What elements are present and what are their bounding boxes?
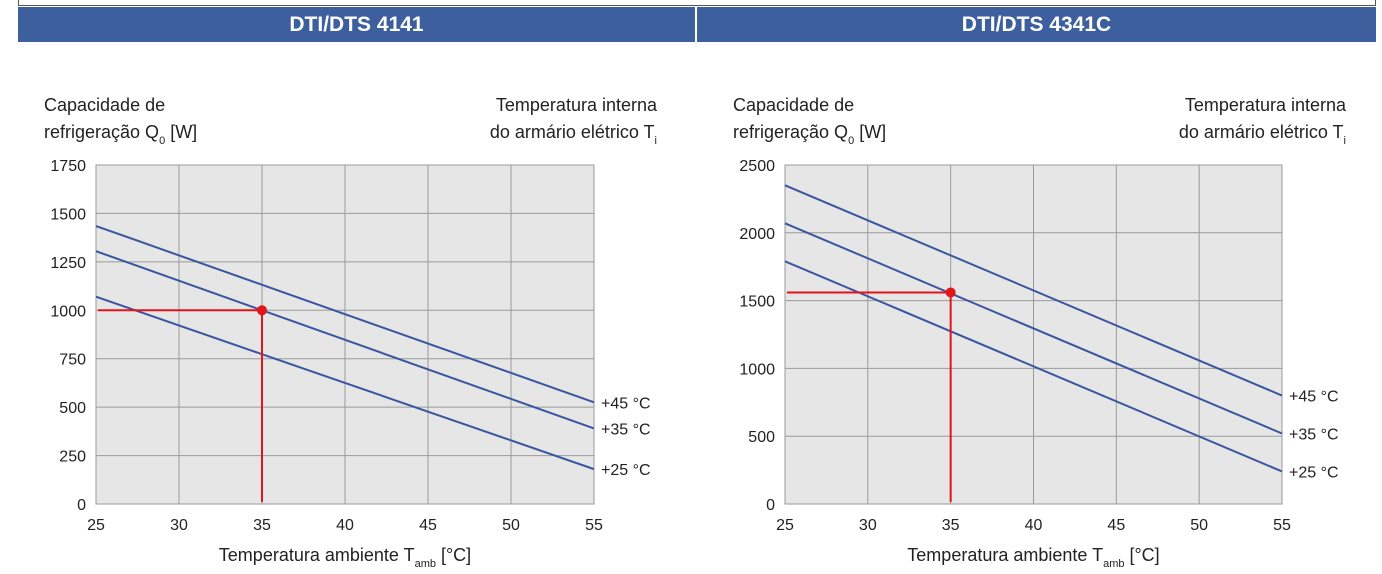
y-axis-label-line1: Capacidade de bbox=[733, 95, 854, 115]
series-line bbox=[784, 184, 1283, 397]
y-tick-label: 1000 bbox=[739, 361, 775, 378]
y-tick-label: 1000 bbox=[50, 303, 86, 320]
legend-title-line2: do armário elétrico Ti bbox=[1179, 122, 1346, 147]
x-tick-label: 35 bbox=[942, 517, 960, 534]
x-tick-label: 30 bbox=[859, 517, 877, 534]
series-line bbox=[95, 225, 595, 404]
series-line bbox=[784, 222, 1283, 435]
y-tick-label: 1500 bbox=[50, 206, 86, 223]
x-tick-label: 35 bbox=[253, 517, 271, 534]
top-frame bbox=[18, 0, 1376, 6]
series-label: +25 °C bbox=[601, 462, 651, 479]
y-tick-label: 0 bbox=[766, 497, 775, 514]
y-tick-label: 1250 bbox=[50, 255, 86, 272]
series-line bbox=[784, 260, 1283, 473]
x-axis-label: Temperatura ambiente Tamb [°C] bbox=[219, 545, 471, 570]
y-tick-label: 1750 bbox=[50, 158, 86, 175]
y-tick-label: 500 bbox=[748, 429, 775, 446]
y-axis-label-line2: refrigeração Q0 [W] bbox=[733, 122, 886, 147]
y-axis-label-line2: refrigeração Q0 [W] bbox=[44, 122, 197, 147]
series-label: +25 °C bbox=[1289, 464, 1339, 481]
y-axis-label-line1: Capacidade de bbox=[44, 95, 165, 115]
x-tick-label: 25 bbox=[776, 517, 794, 534]
y-tick-label: 0 bbox=[77, 497, 86, 514]
marker-point bbox=[257, 305, 267, 316]
y-tick-label: 2000 bbox=[739, 226, 775, 243]
series-line bbox=[95, 250, 595, 430]
x-tick-label: 50 bbox=[1190, 517, 1208, 534]
series-label: +45 °C bbox=[601, 395, 651, 412]
legend-title-line1: Temperatura interna bbox=[1185, 95, 1347, 115]
legend-title-line2: do armário elétrico Ti bbox=[490, 122, 657, 147]
series-label: +45 °C bbox=[1289, 389, 1339, 406]
chart-title-left: DTI/DTS 4141 bbox=[18, 7, 695, 42]
marker-point bbox=[945, 287, 956, 298]
x-tick-label: 50 bbox=[502, 517, 520, 534]
chart-title-right: DTI/DTS 4341C bbox=[697, 7, 1376, 42]
x-tick-label: 25 bbox=[87, 517, 105, 534]
x-tick-label: 55 bbox=[585, 517, 603, 534]
x-axis-label: Temperatura ambiente Tamb [°C] bbox=[907, 545, 1159, 570]
x-tick-label: 55 bbox=[1273, 517, 1291, 534]
x-tick-label: 40 bbox=[336, 517, 354, 534]
series-label: +35 °C bbox=[1289, 426, 1339, 443]
legend-title-line1: Temperatura interna bbox=[496, 95, 658, 115]
y-tick-label: 2500 bbox=[739, 158, 775, 175]
y-tick-label: 750 bbox=[59, 352, 86, 369]
series-line bbox=[95, 295, 595, 471]
x-tick-label: 40 bbox=[1025, 517, 1043, 534]
x-tick-label: 45 bbox=[419, 517, 437, 534]
y-tick-label: 250 bbox=[59, 449, 86, 466]
x-tick-label: 30 bbox=[170, 517, 188, 534]
series-label: +35 °C bbox=[601, 421, 651, 438]
y-tick-label: 1500 bbox=[739, 294, 775, 311]
x-tick-label: 45 bbox=[1107, 517, 1125, 534]
y-tick-label: 500 bbox=[59, 400, 86, 417]
